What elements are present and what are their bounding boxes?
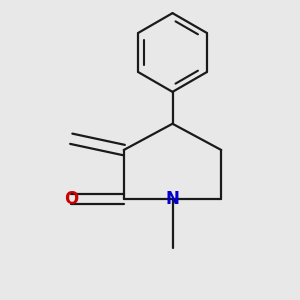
Text: O: O xyxy=(64,190,78,208)
Text: N: N xyxy=(166,190,179,208)
